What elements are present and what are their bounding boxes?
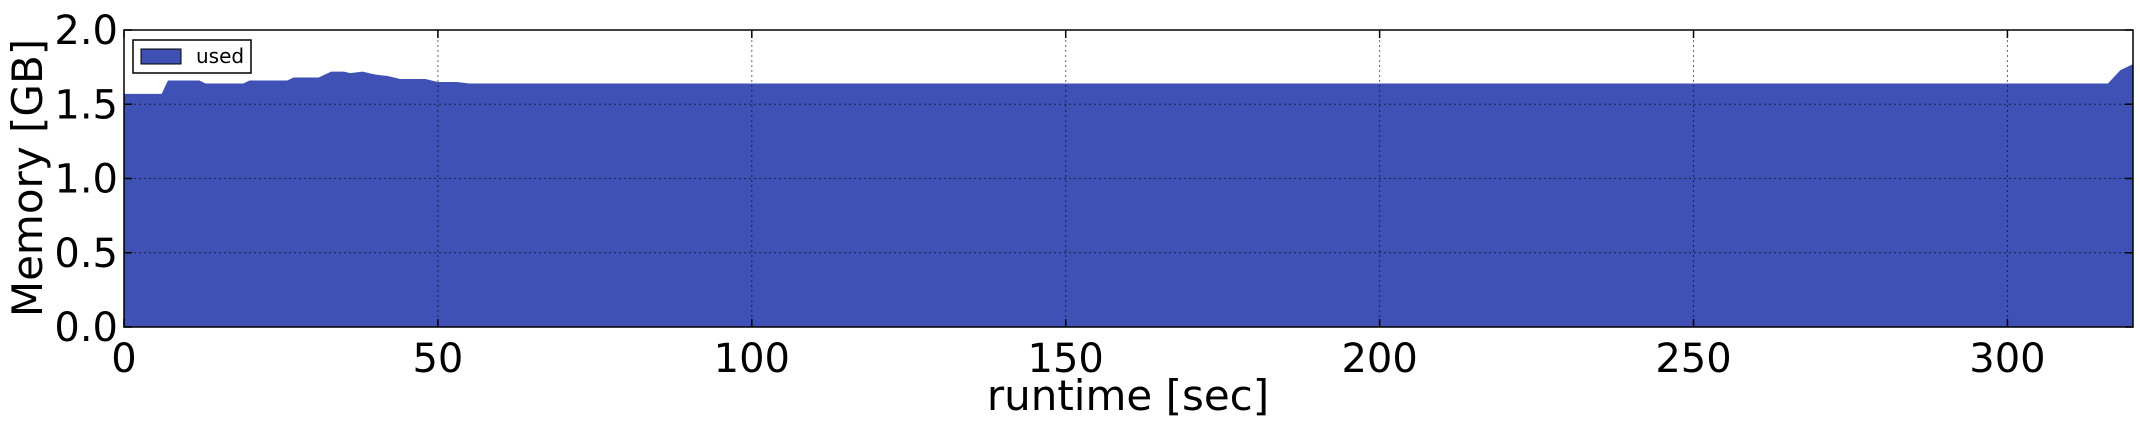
y-axis-label: Memory [GB] [3, 39, 52, 317]
y-tick-label: 1.5 [54, 82, 118, 128]
x-tick-label: 200 [1341, 336, 1417, 382]
y-tick-label: 0.0 [54, 305, 118, 351]
x-tick-label: 150 [1028, 336, 1104, 382]
area-layer [124, 64, 2133, 327]
x-axis-label: runtime [sec] [987, 371, 1269, 420]
area-series-used [124, 64, 2133, 327]
legend-label-used: used [196, 44, 244, 68]
x-tick-label: 0 [111, 336, 136, 382]
y-tick-label: 0.5 [54, 231, 118, 277]
y-tick-label: 1.0 [54, 157, 118, 203]
x-tick-label: 250 [1655, 336, 1731, 382]
legend: used [132, 39, 252, 74]
legend-swatch-used [140, 48, 182, 65]
x-tick-label: 300 [1969, 336, 2045, 382]
axis-ticks: 0 50 100 150 200 250 300 0.0 0.5 1.0 1.5 2.0 [54, 8, 2133, 382]
x-tick-label: 100 [714, 336, 790, 382]
x-tick-label: 50 [412, 336, 463, 382]
y-tick-label: 2.0 [54, 8, 118, 54]
